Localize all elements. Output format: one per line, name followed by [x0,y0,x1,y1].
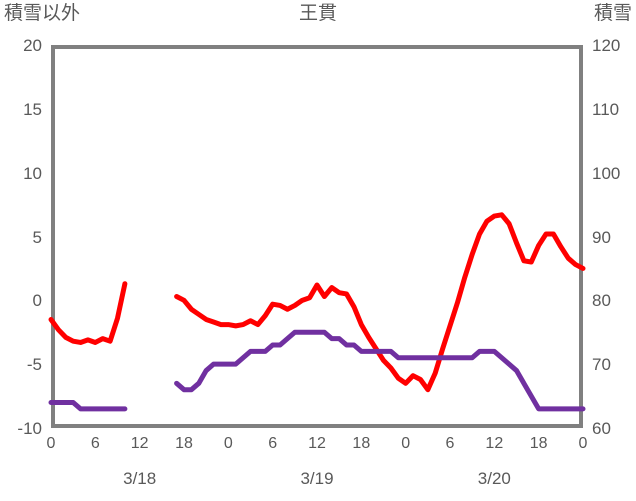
right-axis-title: 積雪 [593,3,632,24]
y-axis-left-tick: 20 [23,36,42,55]
left-axis-title: 積雪以外 [4,3,81,24]
temperature-line [174,212,586,393]
x-axis-tick: 12 [308,435,326,452]
y-axis-right-tick: 120 [592,36,621,55]
y-axis-right-tick: 110 [592,99,620,119]
x-axis-tick: 0 [401,435,411,452]
x-axis-tick: 6 [268,435,278,452]
y-axis-left-tick: 10 [23,163,42,183]
data-series [48,212,586,412]
x-axis-tick: 6 [90,435,100,452]
plot-frame [51,45,583,428]
snow-depth-line [48,399,128,412]
x-axis-tick: 0 [578,435,588,452]
y-axis-left-tick: -10 [17,419,42,438]
y-axis-left-tick: 5 [32,227,42,247]
x-axis-day-label: 3/19 [300,469,334,488]
x-axis-tick: 18 [175,435,193,452]
x-axis-tick: 18 [529,435,548,452]
x-axis-tick: 12 [485,435,504,452]
page-title: 王貫 [298,3,337,24]
y-axis-left-tick: -5 [26,355,42,375]
x-axis-tick: 12 [130,435,149,452]
y-axis-right-tick: 60 [592,419,611,438]
x-axis-day-label: 3/18 [123,469,157,488]
plot-area [48,45,586,428]
x-axis-day-label: 3/20 [477,469,511,488]
x-axis-tick: 18 [352,435,371,452]
y-axis-right-tick: 80 [592,291,611,311]
snow-depth-line [174,329,586,412]
y-axis-right-tick: 90 [592,227,611,247]
x-axis-tick: 6 [445,435,455,452]
x-axis-tick: 0 [46,435,56,452]
y-axis-right-tick: 100 [592,163,621,183]
y-axis-right-tick: 70 [592,355,611,375]
x-axis-tick: 0 [223,435,233,452]
y-axis-left-tick: 0 [32,291,42,311]
temperature-line [48,281,128,345]
y-axis-left-tick: 15 [23,99,42,119]
